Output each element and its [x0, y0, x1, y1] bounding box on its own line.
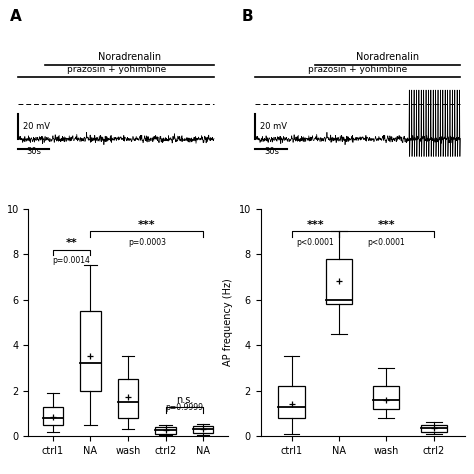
Bar — [118, 379, 138, 418]
Text: p<0.0001: p<0.0001 — [367, 238, 405, 247]
Text: **: ** — [66, 238, 78, 248]
Text: A: A — [9, 9, 21, 25]
Bar — [374, 386, 399, 409]
Y-axis label: AP frequency (Hz): AP frequency (Hz) — [0, 278, 1, 366]
Text: 20 mV: 20 mV — [23, 122, 50, 131]
Text: Noradrenalin: Noradrenalin — [356, 52, 419, 62]
Text: 30s: 30s — [264, 147, 279, 156]
Bar — [326, 259, 352, 304]
Text: ***: *** — [306, 220, 324, 230]
Text: p<0.0001: p<0.0001 — [296, 238, 334, 247]
Text: p=0.9999: p=0.9999 — [165, 403, 203, 412]
Text: prazosin + yohimbine: prazosin + yohimbine — [66, 65, 166, 74]
Text: p=0.0003: p=0.0003 — [128, 238, 166, 247]
Text: ***: *** — [377, 220, 395, 230]
Bar — [421, 425, 447, 431]
Bar — [193, 426, 213, 433]
Bar — [80, 311, 101, 391]
Bar — [155, 427, 176, 434]
Bar — [279, 386, 304, 418]
Text: Noradrenalin: Noradrenalin — [98, 52, 161, 62]
Bar — [43, 407, 63, 425]
Text: 20 mV: 20 mV — [260, 122, 287, 131]
Text: prazosin + yohimbine: prazosin + yohimbine — [308, 65, 408, 74]
Text: p=0.0014: p=0.0014 — [53, 256, 91, 265]
Text: B: B — [242, 9, 254, 25]
Text: ***: *** — [138, 220, 155, 230]
Y-axis label: AP frequency (Hz): AP frequency (Hz) — [223, 278, 233, 366]
Text: n.s.: n.s. — [176, 395, 193, 405]
Text: 30s: 30s — [26, 147, 41, 156]
